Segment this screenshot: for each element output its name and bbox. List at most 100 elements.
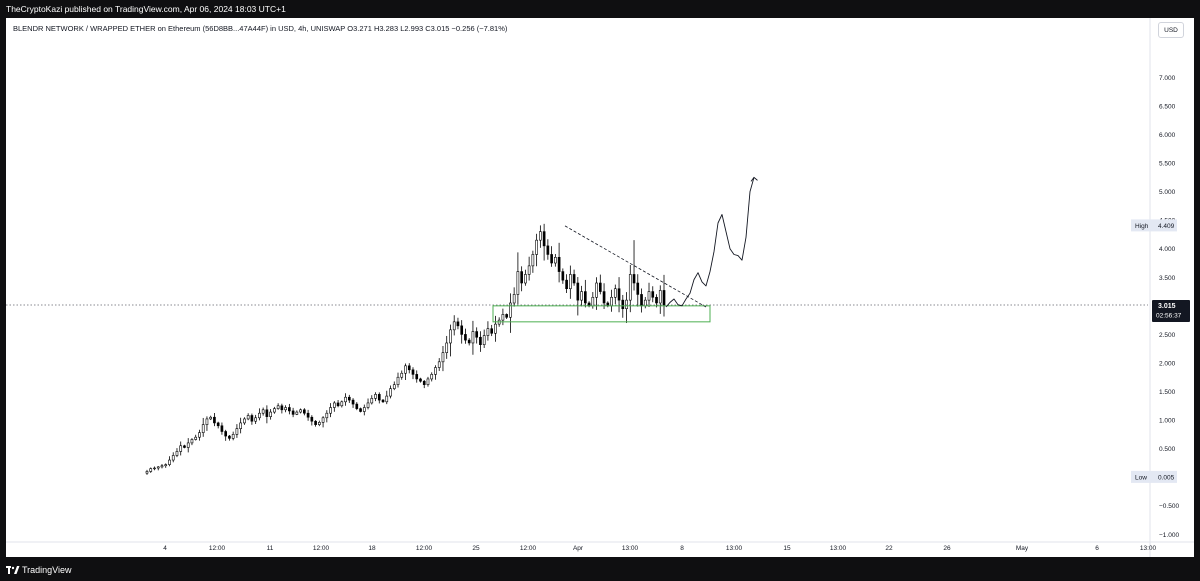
candle [516, 252, 520, 305]
bull-candle-body [434, 367, 437, 375]
price-tick-label: −0.500 [1159, 503, 1179, 510]
bull-candle-body [276, 405, 280, 409]
bear-candle-body [565, 279, 568, 290]
bear-candle-body [291, 410, 295, 415]
bear-candle-body [359, 408, 362, 412]
candle [595, 277, 598, 310]
bull-candle-body [389, 388, 392, 397]
bear-candle-body [288, 407, 291, 412]
bull-candle-body [471, 331, 475, 344]
bull-candle-body [340, 401, 344, 407]
bear-candle-body [183, 445, 186, 448]
candle [524, 269, 527, 286]
candle [168, 456, 171, 467]
bear-candle-body [460, 325, 464, 335]
price-tick-label: 5.000 [1159, 189, 1176, 196]
tradingview-footer: TradingView [0, 560, 1200, 581]
price-tick-label: 1.000 [1159, 418, 1176, 425]
candle [449, 324, 452, 357]
currency-button[interactable]: USD [1158, 22, 1184, 38]
candle [542, 223, 546, 261]
candle [583, 279, 587, 308]
bear-candle-body [632, 274, 636, 284]
candle [153, 466, 156, 471]
candle [190, 438, 194, 446]
bull-candle-body [295, 411, 299, 415]
bear-candle-body [550, 254, 553, 264]
candle [482, 329, 486, 348]
candle [621, 294, 625, 318]
bull-candle-body [153, 467, 156, 470]
candle [509, 293, 512, 333]
bull-candle-body [531, 254, 535, 267]
candle [475, 327, 479, 344]
bull-candle-body [201, 424, 205, 433]
candle [419, 377, 422, 383]
time-tick-label: 12:00 [313, 545, 330, 552]
bear-candle-body [216, 422, 220, 427]
high-marker: High 4.409 [1131, 219, 1177, 232]
price-tick-label: 6.500 [1159, 103, 1176, 110]
candle [366, 398, 370, 410]
chart-frame[interactable]: BLENDR NETWORK / WRAPPED ETHER on Ethere… [6, 18, 1194, 557]
bear-candle-body [475, 331, 479, 338]
candle [437, 358, 441, 371]
candle [632, 240, 636, 291]
plot-area[interactable] [145, 223, 666, 475]
bull-candle-body [325, 412, 329, 419]
candle [243, 417, 246, 425]
bear-candle-body [617, 288, 621, 301]
candle [640, 288, 643, 313]
candle [501, 308, 505, 326]
candle [250, 413, 254, 425]
candle [445, 335, 449, 359]
price-tick-label: 1.500 [1159, 389, 1176, 396]
bear-candle-body [602, 291, 606, 304]
bear-candle-body [598, 282, 602, 292]
candle [572, 269, 576, 286]
bear-candle-body [621, 299, 625, 310]
price-tag-countdown: 02:56:37 [1156, 312, 1182, 319]
bull-candle-body [231, 434, 235, 439]
bull-candle-body [625, 299, 628, 310]
candle [602, 283, 606, 309]
candle [647, 282, 651, 307]
candle [426, 376, 430, 387]
symbol-legend: BLENDR NETWORK / WRAPPED ETHER on Ethere… [13, 24, 508, 33]
candle [411, 367, 415, 380]
bull-candle-body [613, 288, 617, 298]
published-text: TheCryptoKazi published on TradingView.c… [6, 4, 286, 14]
axis-markers: High 4.409 Low 0.005 3.015 02:56:37 [1131, 219, 1190, 483]
candle [598, 274, 602, 295]
candle [662, 274, 666, 317]
candle [175, 448, 179, 458]
price-chart[interactable]: 7.0006.5006.0005.5005.0004.5004.0003.500… [6, 18, 1194, 557]
candle [291, 407, 295, 418]
bull-candle-body [190, 439, 194, 444]
bear-candle-body [505, 314, 508, 318]
time-tick-label: 18 [368, 545, 376, 552]
bull-candle-body [160, 465, 164, 468]
time-axis[interactable]: 4 12:00 11 12:00 18 12:00 25 12:00 Apr 13:00 8 13:0… [6, 541, 1194, 552]
bear-candle-body [583, 291, 587, 304]
bear-candle-body [407, 365, 411, 371]
price-axis[interactable]: 7.0006.5006.0005.5005.0004.5004.0003.500… [1149, 18, 1179, 557]
candle [576, 277, 580, 316]
candle [606, 301, 610, 308]
candle [625, 292, 628, 323]
bull-candle-body [437, 361, 441, 368]
bull-candle-body [404, 365, 407, 374]
price-tag-value: 3.015 [1158, 303, 1176, 310]
bull-candle-body [527, 265, 531, 275]
candle [434, 365, 437, 380]
candle [370, 395, 374, 405]
candle [347, 394, 351, 403]
bull-candle-body [269, 411, 272, 417]
candle [171, 452, 175, 463]
time-tick-label: 11 [267, 545, 274, 552]
bull-candle-body [400, 372, 404, 378]
bull-candle-body [486, 328, 490, 336]
bull-candle-body [482, 335, 486, 345]
candle [539, 225, 542, 248]
bear-candle-body [306, 412, 310, 418]
